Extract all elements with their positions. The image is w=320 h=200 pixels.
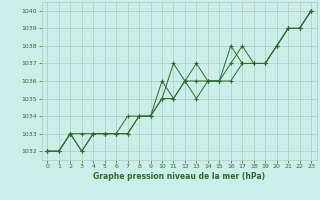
X-axis label: Graphe pression niveau de la mer (hPa): Graphe pression niveau de la mer (hPa) xyxy=(93,172,265,181)
